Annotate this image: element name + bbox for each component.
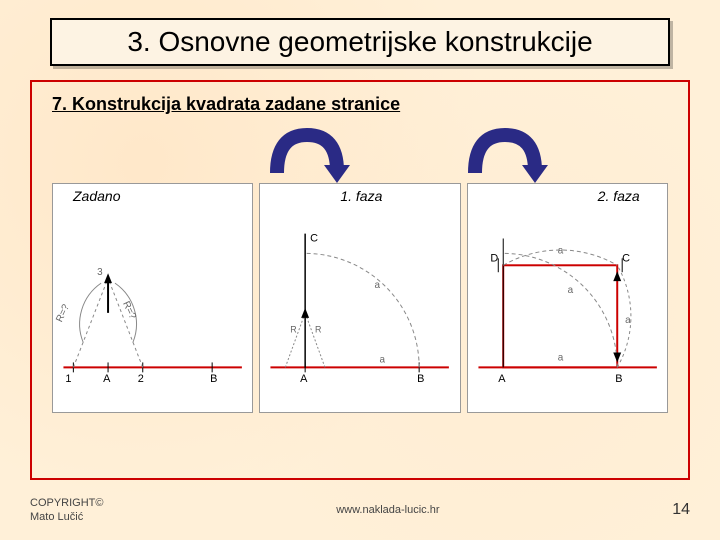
panel-title: 1. faza bbox=[340, 188, 382, 204]
panel-title: Zadano bbox=[73, 188, 120, 204]
label-B: B bbox=[210, 373, 217, 385]
content-frame: 7. Konstrukcija kvadrata zadane stranice… bbox=[30, 80, 690, 480]
diagram-faza1: A B C a a R R bbox=[260, 184, 459, 412]
curved-arrow-icon bbox=[460, 123, 550, 183]
copyright-block: COPYRIGHT© Mato Lučić bbox=[30, 496, 104, 525]
page-number: 14 bbox=[672, 501, 690, 519]
label-A: A bbox=[103, 373, 111, 385]
label-a: a bbox=[557, 245, 563, 256]
label-R: R=? bbox=[54, 302, 72, 324]
label-a: a bbox=[567, 285, 573, 296]
label-2: 2 bbox=[138, 373, 144, 385]
panel-title: 2. faza bbox=[598, 188, 640, 204]
diagram-zadano: 1 A 2 B R=? R=? 3 bbox=[53, 184, 252, 412]
label-a: a bbox=[380, 354, 386, 365]
arrows-row bbox=[52, 123, 668, 183]
label-a: a bbox=[557, 352, 563, 363]
label-B: B bbox=[615, 373, 622, 385]
panel-faza2: 2. faza A B D C a bbox=[467, 183, 668, 413]
label-a: a bbox=[375, 280, 381, 291]
slide-title-box: 3. Osnovne geometrijske konstrukcije bbox=[50, 18, 670, 66]
label-R: R bbox=[315, 325, 322, 335]
panels-row: Zadano 1 A 2 B R=? R=? 3 bbox=[52, 183, 668, 413]
label-B: B bbox=[417, 373, 424, 385]
copyright-line1: COPYRIGHT© bbox=[30, 497, 104, 509]
panel-faza1: 1. faza A B C a a R R bbox=[259, 183, 460, 413]
label-A: A bbox=[301, 373, 309, 385]
footer: COPYRIGHT© Mato Lučić www.naklada-lucic.… bbox=[30, 490, 690, 530]
label-r: 3 bbox=[97, 267, 103, 278]
diagram-faza2: A B D C a a a a bbox=[468, 184, 667, 412]
panel-zadano: Zadano 1 A 2 B R=? R=? 3 bbox=[52, 183, 253, 413]
copyright-line2: Mato Lučić bbox=[30, 511, 83, 523]
slide-subtitle: 7. Konstrukcija kvadrata zadane stranice bbox=[52, 94, 668, 115]
label-D: D bbox=[490, 252, 498, 264]
label-R: R=? bbox=[120, 300, 138, 322]
label-C: C bbox=[622, 252, 630, 264]
label-R: R bbox=[291, 325, 298, 335]
curved-arrow-icon bbox=[262, 123, 352, 183]
label-C: C bbox=[310, 232, 318, 244]
slide-title: 3. Osnovne geometrijske konstrukcije bbox=[127, 26, 592, 58]
label-A: A bbox=[498, 373, 506, 385]
label-a: a bbox=[625, 315, 631, 326]
footer-url: www.naklada-lucic.hr bbox=[104, 504, 673, 516]
label-1: 1 bbox=[65, 373, 71, 385]
